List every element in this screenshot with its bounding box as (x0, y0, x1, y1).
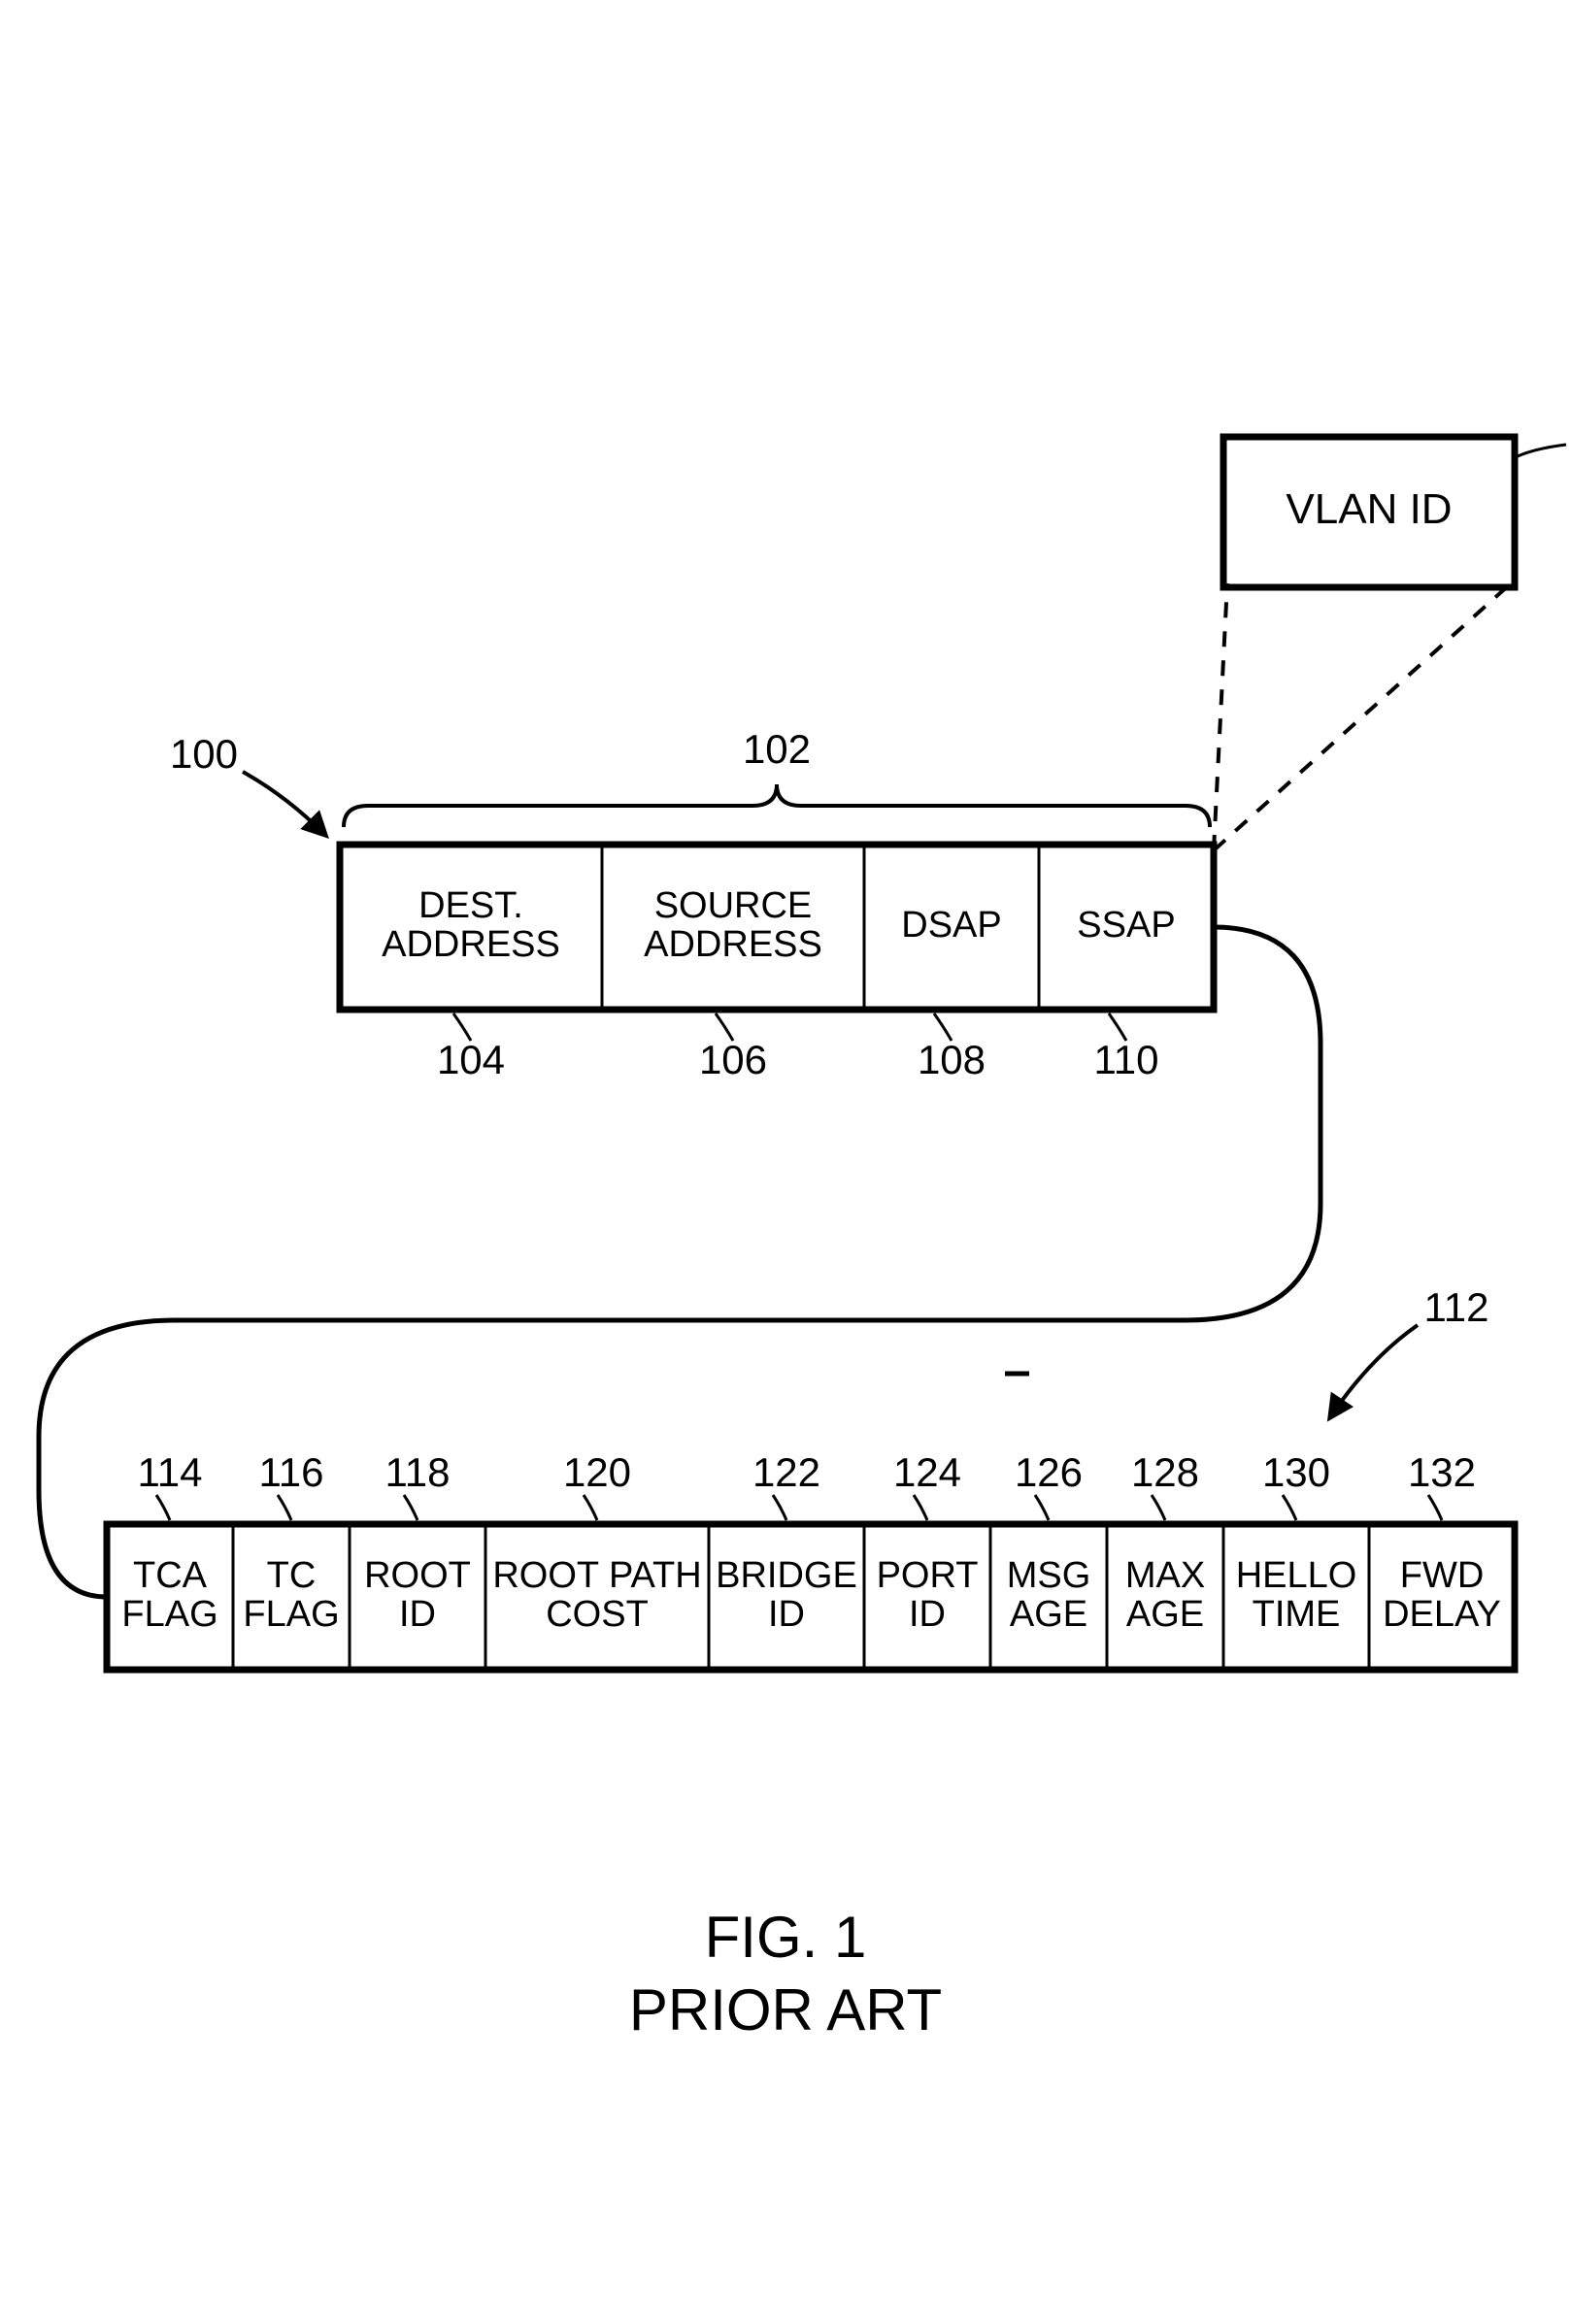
svg-text:HELLO: HELLO (1236, 1555, 1357, 1596)
svg-text:TIME: TIME (1253, 1594, 1341, 1635)
svg-text:104: 104 (437, 1037, 505, 1082)
svg-text:DEST.: DEST. (418, 885, 523, 926)
svg-text:124: 124 (893, 1449, 961, 1495)
guide-dash-right (1214, 583, 1511, 850)
svg-text:PRIOR ART: PRIOR ART (629, 1977, 942, 2042)
svg-text:AGE: AGE (1010, 1594, 1087, 1635)
svg-text:ADDRESS: ADDRESS (382, 924, 560, 965)
svg-text:DSAP: DSAP (901, 905, 1001, 946)
svg-text:ID: ID (399, 1594, 436, 1635)
arrow-112 (1330, 1325, 1418, 1417)
svg-text:ID: ID (768, 1594, 805, 1635)
guide-dash-left (1214, 583, 1227, 850)
svg-text:MAX: MAX (1125, 1555, 1205, 1596)
svg-text:SSAP: SSAP (1077, 905, 1175, 946)
svg-text:110: 110 (1094, 1037, 1159, 1082)
svg-text:COST: COST (546, 1594, 649, 1635)
svg-text:ID: ID (909, 1594, 946, 1635)
svg-text:120: 120 (563, 1449, 631, 1495)
svg-text:FWD: FWD (1400, 1555, 1485, 1596)
svg-text:VLAN ID: VLAN ID (1286, 485, 1452, 533)
svg-text:FLAG: FLAG (121, 1594, 217, 1635)
svg-text:100: 100 (170, 731, 238, 777)
svg-text:112: 112 (1424, 1284, 1489, 1330)
svg-text:TCA: TCA (133, 1555, 208, 1596)
svg-text:TC: TC (267, 1555, 317, 1596)
svg-text:BRIDGE: BRIDGE (716, 1555, 857, 1596)
svg-text:118: 118 (385, 1449, 451, 1495)
svg-text:106: 106 (699, 1037, 767, 1082)
svg-text:ADDRESS: ADDRESS (644, 924, 822, 965)
svg-text:PORT: PORT (877, 1555, 979, 1596)
svg-text:ROOT: ROOT (364, 1555, 471, 1596)
svg-text:130: 130 (1262, 1449, 1330, 1495)
arrow-100 (243, 772, 325, 835)
svg-text:116: 116 (259, 1449, 324, 1495)
svg-text:ROOT PATH: ROOT PATH (492, 1555, 701, 1596)
svg-text:128: 128 (1131, 1449, 1199, 1495)
svg-text:126: 126 (1015, 1449, 1083, 1495)
svg-text:122: 122 (752, 1449, 820, 1495)
svg-text:FIG. 1: FIG. 1 (705, 1905, 867, 1970)
svg-text:114: 114 (138, 1449, 203, 1495)
connector-header-to-payload (39, 927, 1320, 1597)
svg-text:102: 102 (743, 726, 811, 772)
svg-text:SOURCE: SOURCE (654, 885, 813, 926)
svg-text:MSG: MSG (1007, 1555, 1091, 1596)
svg-text:AGE: AGE (1126, 1594, 1204, 1635)
svg-text:DELAY: DELAY (1383, 1594, 1501, 1635)
svg-text:FLAG: FLAG (243, 1594, 339, 1635)
svg-text:132: 132 (1408, 1449, 1476, 1495)
svg-text:108: 108 (918, 1037, 986, 1082)
brace-header (344, 784, 1210, 827)
